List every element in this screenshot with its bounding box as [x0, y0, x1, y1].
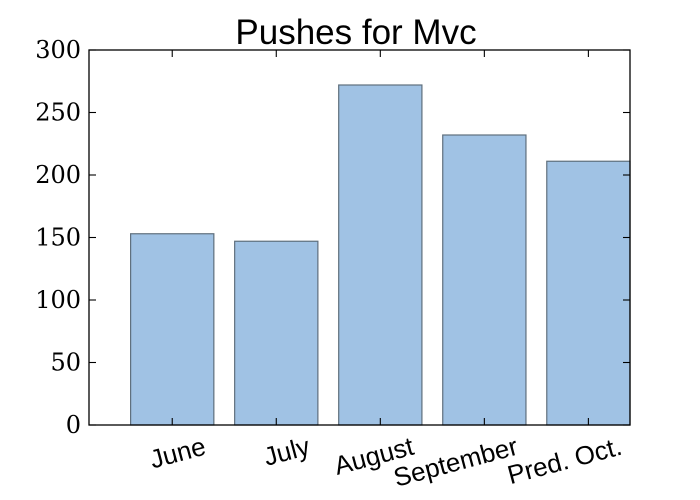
y-tick-label: 50 — [50, 349, 81, 377]
bar-september — [442, 134, 527, 426]
y-tick-label: 100 — [35, 286, 81, 314]
x-tick-label: June — [147, 431, 209, 475]
y-tick-label: 300 — [35, 36, 81, 64]
x-tick-label: July — [260, 431, 312, 472]
axes-frame — [88, 49, 631, 426]
y-tick-label: 200 — [35, 161, 81, 189]
y-tick-label: 250 — [35, 99, 81, 127]
x-tick-label: Pred. Oct. — [504, 431, 625, 490]
bar-june — [130, 233, 215, 426]
bars-group — [130, 84, 631, 426]
y-axis-ticks: 0 50 100 150 200 250 300 — [35, 36, 630, 439]
chart-title: Pushes for Mvc — [235, 13, 476, 52]
y-tick-label: 150 — [35, 224, 81, 252]
y-tick-label: 0 — [66, 411, 81, 439]
bar-august — [338, 84, 423, 426]
bar-july — [234, 240, 319, 426]
bar-pred-oct — [546, 160, 631, 426]
